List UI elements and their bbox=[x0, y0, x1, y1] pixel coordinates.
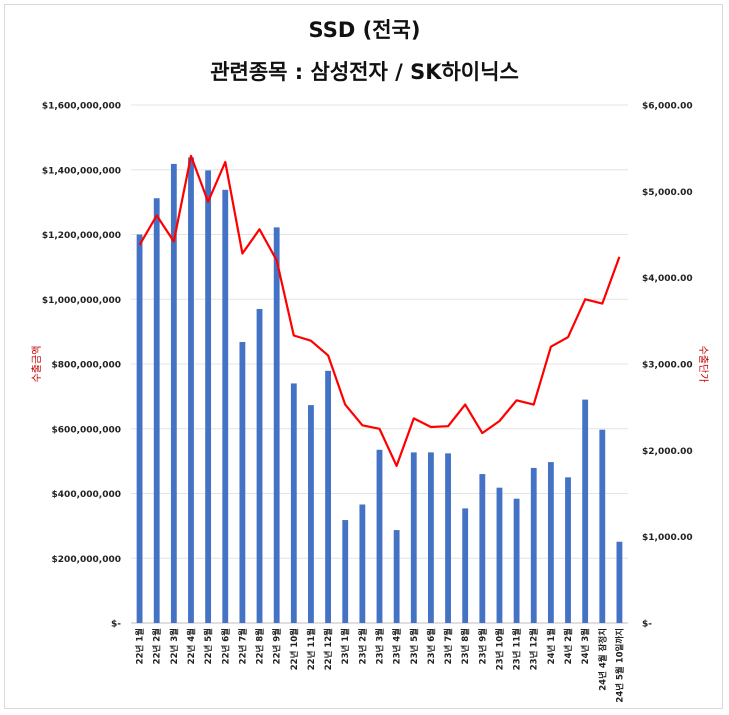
bar bbox=[513, 498, 520, 623]
bar bbox=[256, 308, 263, 623]
x-category-label: 24년 2월 bbox=[563, 628, 574, 665]
bar bbox=[428, 452, 434, 623]
left-tick-label: $400,000,000 bbox=[52, 490, 121, 500]
x-category-label: 23년 11월 bbox=[512, 628, 523, 670]
bar bbox=[547, 462, 554, 623]
bar bbox=[530, 467, 537, 623]
x-category-label: 22년 2월 bbox=[152, 628, 163, 665]
bar bbox=[462, 508, 469, 623]
bar bbox=[308, 405, 314, 623]
bar bbox=[496, 487, 503, 623]
right-tick-label: $- bbox=[642, 620, 652, 630]
x-axis-labels: 22년 1월 22년 2월 22년 3월 22년 4월 22년 5월 22년 6월 22년 … bbox=[135, 628, 626, 703]
bar bbox=[479, 474, 486, 623]
x-category-label: 24년 5월 10일까지 bbox=[614, 628, 625, 703]
bar bbox=[222, 189, 229, 623]
left-tick-label: $- bbox=[111, 620, 121, 630]
x-category-label: 23년 6월 bbox=[426, 628, 437, 665]
bar bbox=[325, 370, 331, 623]
x-category-label: 22년 5월 bbox=[203, 628, 214, 665]
bar bbox=[342, 520, 349, 623]
x-category-label: 24년 4월 잠정치 bbox=[597, 628, 608, 691]
bar bbox=[239, 341, 246, 623]
bar bbox=[599, 429, 606, 623]
left-axis-ticks: $1,600,000,000 $1,400,000,000 $1,200,000,0… bbox=[42, 102, 121, 630]
bar-series bbox=[136, 157, 623, 624]
x-category-label: 22년 1월 bbox=[135, 628, 146, 665]
x-category-label: 22년 8월 bbox=[255, 628, 266, 665]
right-tick-label: $6,000.00 bbox=[642, 102, 693, 112]
x-category-label: 24년 1월 bbox=[546, 628, 557, 665]
left-tick-label: $1,600,000,000 bbox=[42, 102, 121, 112]
x-category-label: 23년 8월 bbox=[460, 628, 471, 665]
x-category-label: 22년 12월 bbox=[323, 628, 334, 670]
x-category-label: 23년 5월 bbox=[409, 628, 420, 665]
bar bbox=[445, 453, 451, 623]
bar bbox=[153, 198, 160, 624]
x-category-label: 22년 9월 bbox=[272, 628, 283, 665]
right-tick-label: $3,000.00 bbox=[642, 361, 693, 371]
left-tick-label: $1,200,000,000 bbox=[42, 231, 121, 241]
x-category-label: 22년 3월 bbox=[169, 628, 180, 665]
left-tick-label: $800,000,000 bbox=[52, 361, 121, 371]
x-category-label: 22년 4월 bbox=[186, 628, 197, 665]
chart-title: SSD (전국) bbox=[308, 18, 421, 42]
x-category-label: 22년 6월 bbox=[220, 628, 231, 665]
left-tick-label: $1,400,000,000 bbox=[42, 166, 121, 176]
bar bbox=[188, 157, 194, 623]
right-axis-label: 수출단가 bbox=[697, 346, 709, 383]
bar bbox=[136, 234, 143, 623]
bar bbox=[582, 399, 589, 623]
bar bbox=[410, 452, 417, 623]
bar bbox=[376, 449, 383, 623]
x-category-label: 22년 7월 bbox=[237, 628, 248, 665]
left-axis-label: 수출금액 bbox=[31, 346, 43, 383]
x-category-label: 23년 10월 bbox=[495, 628, 506, 670]
x-category-label: 23년 4월 bbox=[392, 628, 403, 665]
x-category-label: 23년 2월 bbox=[357, 628, 368, 665]
right-tick-label: $4,000.00 bbox=[642, 274, 693, 284]
bar bbox=[393, 530, 400, 623]
left-tick-label: $200,000,000 bbox=[52, 555, 121, 565]
x-category-label: 23년 7월 bbox=[443, 628, 454, 665]
bar bbox=[273, 227, 280, 623]
right-tick-label: $2,000.00 bbox=[642, 447, 693, 457]
x-category-label: 24년 3월 bbox=[580, 628, 591, 665]
x-category-label: 23년 3월 bbox=[375, 628, 386, 665]
left-tick-label: $1,000,000,000 bbox=[42, 296, 121, 306]
bar bbox=[290, 383, 297, 623]
x-category-label: 22년 10월 bbox=[289, 628, 300, 670]
bar bbox=[170, 163, 177, 624]
x-category-label: 23년 9월 bbox=[477, 628, 488, 665]
chart-frame bbox=[4, 4, 723, 709]
bar bbox=[616, 541, 623, 623]
bar bbox=[359, 504, 366, 623]
right-tick-label: $1,000.00 bbox=[642, 533, 693, 543]
x-category-label: 23년 1월 bbox=[340, 628, 351, 665]
x-category-label: 22년 11월 bbox=[306, 628, 317, 670]
x-category-label: 23년 12월 bbox=[529, 628, 540, 670]
bar bbox=[565, 477, 571, 623]
unit-price-line bbox=[138, 154, 621, 467]
right-tick-label: $5,000.00 bbox=[642, 188, 693, 198]
chart-subtitle: 관련종목 : 삼성전자 / SK하이닉스 bbox=[210, 60, 519, 84]
right-axis-ticks: $6,000.00 $5,000.00 $4,000.00 $3,000.00 $2,0… bbox=[642, 102, 693, 630]
bar bbox=[205, 170, 212, 623]
left-tick-label: $600,000,000 bbox=[52, 425, 121, 435]
